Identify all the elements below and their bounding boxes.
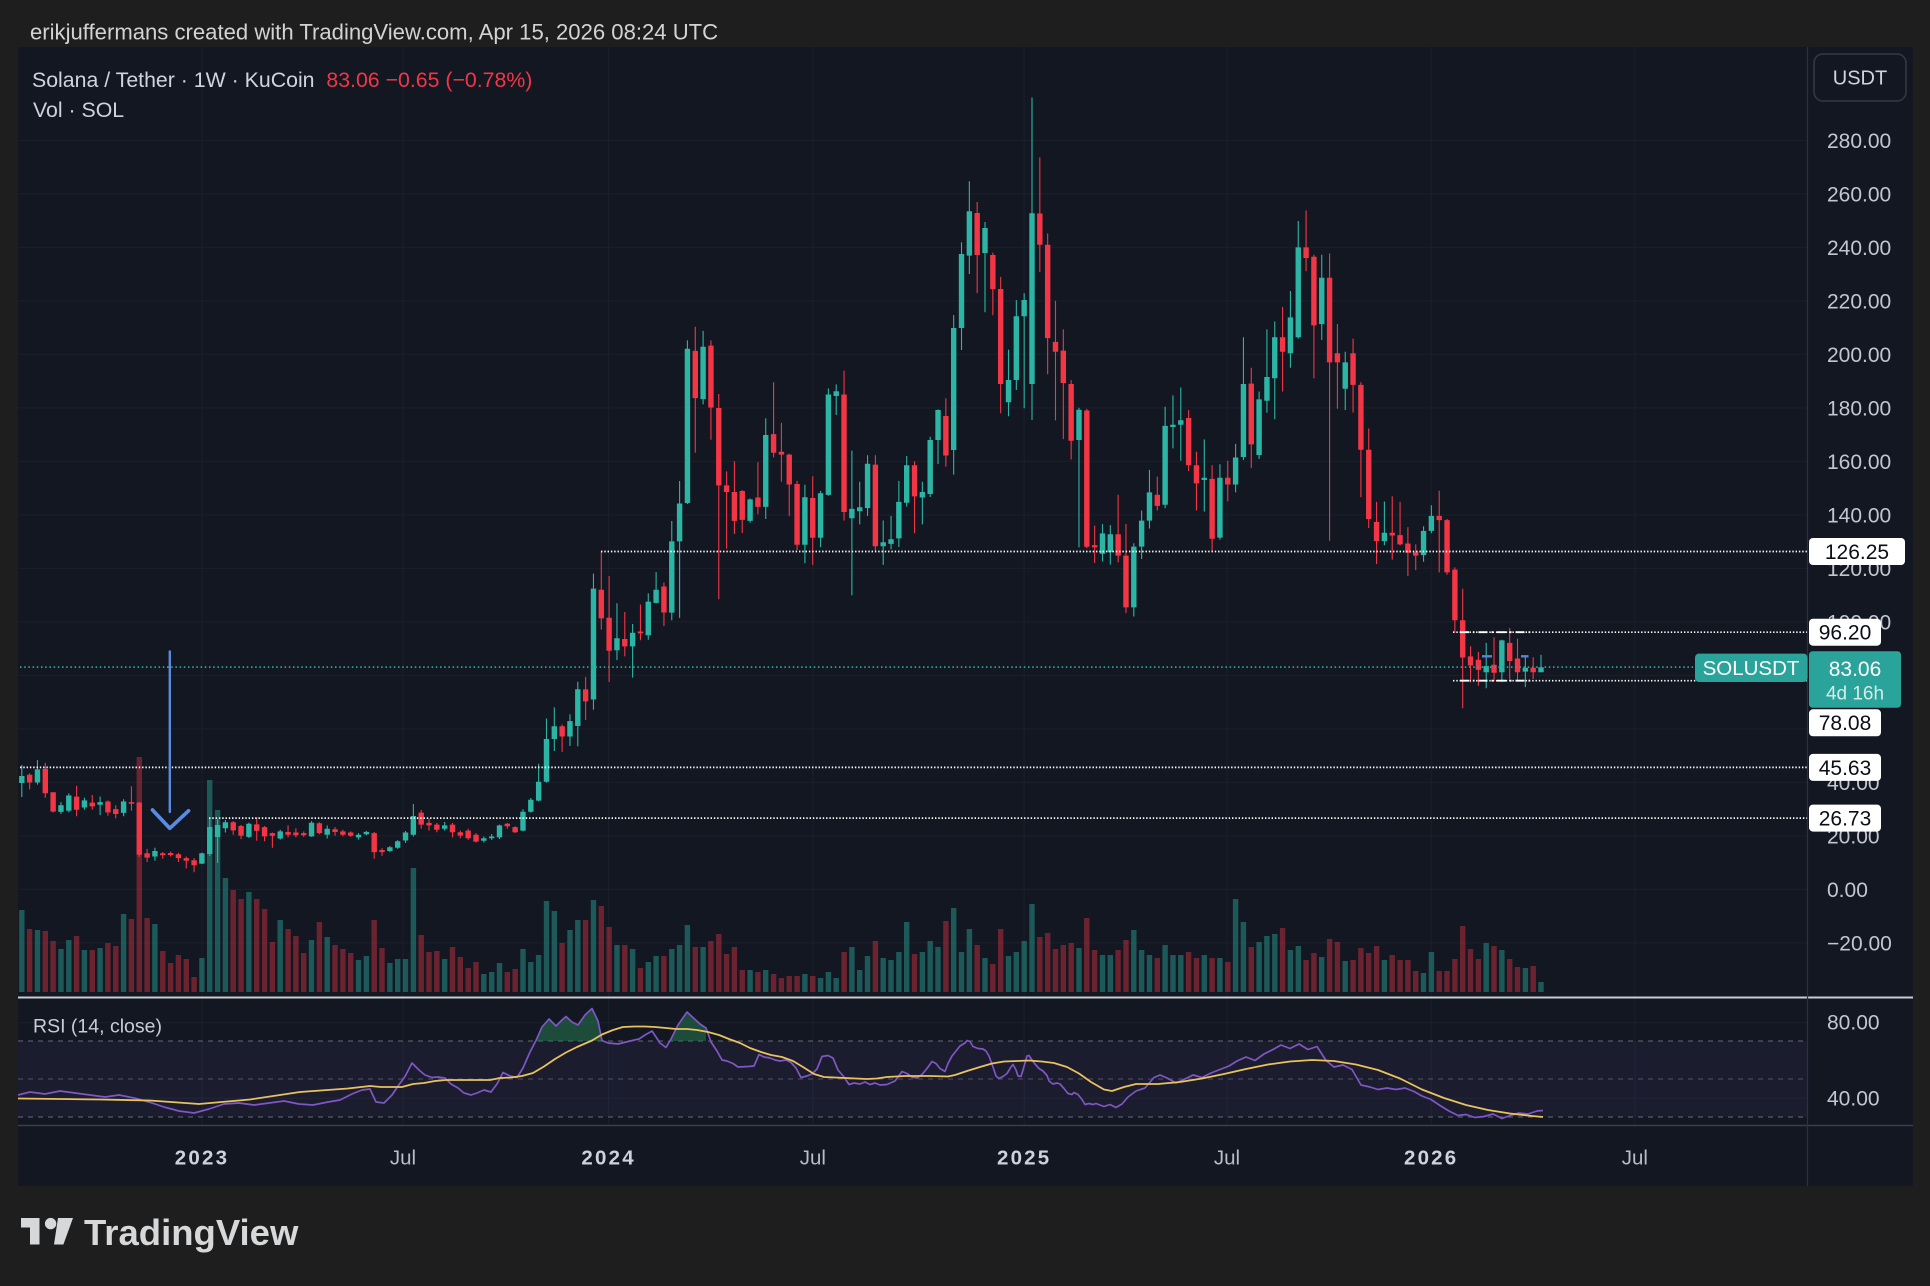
svg-text:96.20: 96.20 [1819,622,1872,645]
svg-text:200.00: 200.00 [1827,344,1891,367]
svg-text:erikjuffermans created with Tr: erikjuffermans created with TradingView.… [30,20,718,45]
svg-text:2024: 2024 [581,1147,635,1170]
svg-text:260.00: 260.00 [1827,183,1891,206]
svg-text:Solana / Tether · 1W · KuCoin: Solana / Tether · 1W · KuCoin 83.06 −0.6… [32,68,532,92]
svg-text:180.00: 180.00 [1827,397,1891,420]
svg-text:220.00: 220.00 [1827,290,1891,313]
svg-text:40.00: 40.00 [1827,1087,1880,1110]
svg-text:RSI (14, close): RSI (14, close) [33,1016,162,1038]
svg-text:TradingView: TradingView [84,1212,299,1253]
svg-text:2023: 2023 [175,1147,229,1170]
svg-text:Vol · SOL: Vol · SOL [33,98,124,122]
svg-text:160.00: 160.00 [1827,451,1891,474]
svg-text:80.00: 80.00 [1827,1011,1880,1034]
svg-text:83.06: 83.06 [1829,658,1882,681]
svg-text:4d 16h: 4d 16h [1826,684,1884,705]
svg-text:SOLUSDT: SOLUSDT [1703,657,1800,680]
svg-text:140.00: 140.00 [1827,504,1891,527]
svg-text:78.08: 78.08 [1819,712,1872,735]
svg-text:26.73: 26.73 [1819,808,1872,831]
svg-text:0.00: 0.00 [1827,879,1868,902]
svg-text:−20.00: −20.00 [1827,932,1892,955]
svg-text:Jul: Jul [1622,1147,1648,1170]
svg-text:280.00: 280.00 [1827,130,1891,153]
svg-text:Jul: Jul [1214,1147,1240,1170]
svg-text:USDT: USDT [1833,68,1887,90]
svg-text:126.25: 126.25 [1825,541,1889,564]
svg-text:2026: 2026 [1404,1147,1458,1170]
svg-text:240.00: 240.00 [1827,237,1891,260]
svg-text:Jul: Jul [800,1147,826,1170]
svg-text:Jul: Jul [390,1147,416,1170]
svg-text:2025: 2025 [997,1147,1051,1170]
svg-text:45.63: 45.63 [1819,757,1872,780]
